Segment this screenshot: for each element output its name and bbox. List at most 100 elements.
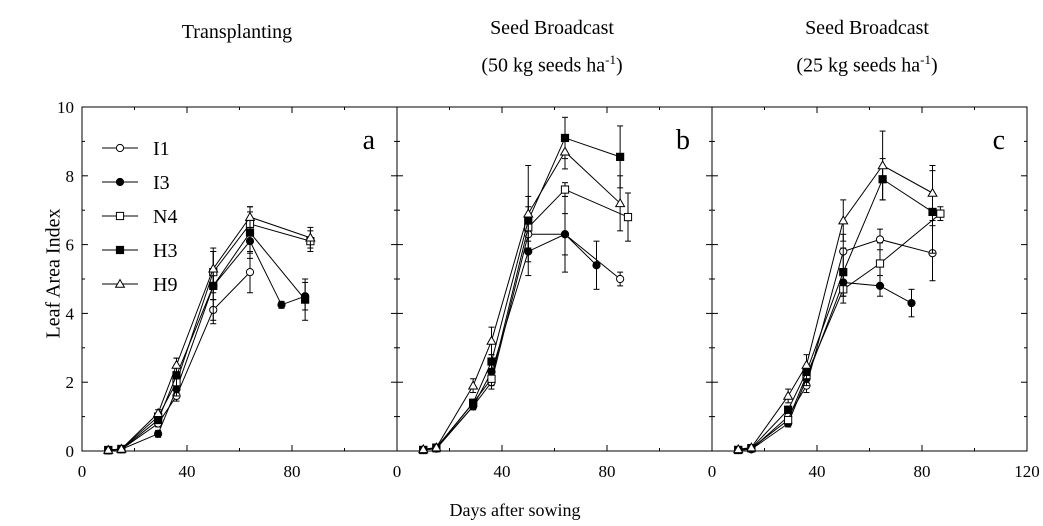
legend-label: N4 (153, 206, 177, 228)
panel-c-x-tick-label: 120 (1014, 462, 1040, 481)
data-point-h9 (152, 407, 164, 417)
panel-c-frame (711, 106, 1028, 452)
data-point-n4 (623, 212, 633, 222)
y-tick-label: 0 (66, 442, 75, 461)
data-point-h9 (559, 146, 571, 156)
data-point-h9 (207, 263, 219, 273)
data-point-h9 (467, 380, 479, 390)
legend-label: I1 (153, 138, 170, 160)
data-point-h9 (732, 443, 744, 454)
panel-b-label: b (676, 125, 690, 156)
panel-c-x-tick-label: 40 (809, 462, 826, 481)
legend-marker (114, 278, 126, 288)
series-line-n4 (108, 223, 311, 451)
panel-a-label: a (363, 125, 376, 156)
panel-c-label: c (993, 125, 1005, 156)
panel-c-x-tick-label: 80 (914, 462, 931, 481)
data-point-h9 (244, 211, 256, 221)
data-point-h9 (837, 215, 849, 225)
panel-a-frame (81, 106, 398, 452)
data-point-h3 (469, 398, 478, 407)
y-tick-label: 6 (66, 236, 75, 255)
x-axis-label: Days after sowing (449, 500, 581, 520)
panel-b-x-tick-label: 80 (599, 462, 616, 481)
series-line-h9 (423, 150, 621, 450)
panel-c-title: Seed Broadcast (805, 17, 929, 39)
series-line-h9 (108, 216, 311, 451)
series-line-h3 (738, 178, 933, 451)
data-point-h3 (616, 152, 625, 161)
data-point-h9 (614, 197, 626, 208)
data-point-i1 (245, 268, 255, 277)
panel-a-x-tick-label: 80 (284, 462, 301, 481)
data-point-i3 (592, 261, 601, 270)
legend-label: H3 (153, 240, 177, 262)
series-line-i3 (423, 233, 597, 451)
panel-c-x-tick-label: 0 (708, 462, 717, 481)
data-point-h9 (782, 390, 794, 400)
panel-c: 0 40 80 120 c (708, 106, 1040, 481)
series-line-i1 (423, 233, 621, 451)
series-line-h3 (423, 137, 621, 451)
panel-a-title: Transplanting (181, 21, 293, 43)
series-line-i3 (738, 281, 912, 451)
data-point-n4 (560, 185, 570, 194)
legend-marker (115, 177, 125, 187)
panel-b: 0 40 80 b (393, 106, 713, 481)
series-line-n4 (738, 213, 941, 451)
data-point-h9 (305, 232, 316, 242)
panel-b-subtitle-exponent: -1 (605, 52, 617, 67)
panel-b-subtitle: (50 kg seeds ha-1) (481, 52, 623, 77)
panel-a-x-tick-label: 40 (179, 462, 196, 481)
panel-a-x-tick-label: 0 (78, 462, 87, 481)
data-point-h9 (431, 442, 442, 452)
panel-c-subtitle-exponent: -1 (920, 52, 932, 67)
data-point-i3 (907, 298, 916, 308)
data-point-n4 (936, 209, 945, 218)
data-point-i3 (560, 230, 570, 239)
panel-b-subtitle-text: (50 kg seeds ha (481, 54, 606, 77)
data-point-h3 (245, 228, 255, 237)
data-point-h9 (877, 160, 888, 170)
data-point-h3 (839, 268, 848, 277)
data-point-h9 (927, 187, 938, 197)
legend: I1 I3 N4 H3 H9 (102, 138, 177, 296)
y-tick-label: 4 (66, 304, 75, 323)
series-line-i3 (108, 240, 306, 451)
legend-marker (115, 211, 125, 221)
panel-c-subtitle-text: (25 kg seeds ha (796, 54, 921, 77)
data-point-n4 (487, 374, 496, 383)
y-axis-label: Leaf Area Index (42, 208, 65, 339)
data-point-h9 (746, 442, 757, 452)
data-point-h9 (486, 335, 497, 345)
data-point-h3 (154, 415, 163, 425)
panel-c-subtitle: (25 kg seeds ha-1) (796, 52, 938, 77)
panel-b-frame (396, 106, 713, 452)
panel-b-x-tick-label: 0 (393, 462, 402, 481)
data-point-n4 (784, 415, 793, 425)
data-point-h3 (301, 295, 310, 304)
data-point-h9 (417, 443, 429, 454)
data-point-h9 (171, 359, 182, 369)
data-point-h9 (102, 444, 114, 454)
legend-marker (115, 143, 125, 153)
data-point-h3 (784, 405, 793, 414)
panel-b-x-tick-label: 40 (494, 462, 511, 481)
data-point-n4 (875, 259, 885, 268)
data-point-h9 (801, 359, 812, 369)
data-point-h9 (116, 443, 127, 453)
series-line-i1 (738, 238, 933, 451)
y-tick-label: 10 (57, 98, 74, 117)
y-tick-label: 8 (66, 167, 75, 186)
legend-label: H9 (153, 274, 177, 296)
y-tick-label: 2 (66, 373, 75, 392)
data-point-i3 (154, 429, 163, 438)
legend-label: I3 (153, 172, 170, 194)
panel-a: 0 2 4 6 8 10 0 40 80 a I1 I3 N4 H3 H9 (57, 98, 398, 481)
data-point-i1 (875, 235, 885, 244)
series-line-i1 (108, 271, 251, 451)
legend-marker (115, 245, 125, 255)
series-line-h3 (108, 231, 306, 451)
data-point-i3 (277, 300, 286, 309)
